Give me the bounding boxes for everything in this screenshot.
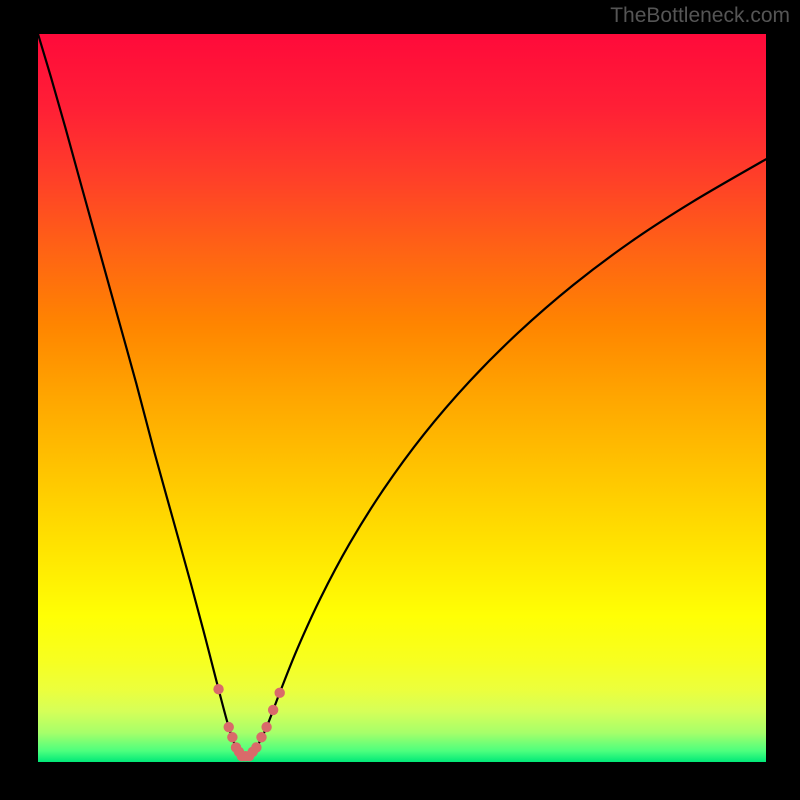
highlight-dot xyxy=(213,684,223,694)
highlight-dot xyxy=(227,732,237,742)
chart-stage: TheBottleneck.com xyxy=(0,0,800,800)
highlight-dot xyxy=(224,722,234,732)
highlight-dot xyxy=(274,688,284,698)
bottleneck-chart xyxy=(0,0,800,800)
plot-background xyxy=(38,34,766,762)
highlight-dot xyxy=(251,742,261,752)
highlight-dot xyxy=(256,732,266,742)
watermark-text: TheBottleneck.com xyxy=(610,4,790,28)
highlight-dot xyxy=(268,705,278,715)
highlight-dot xyxy=(261,722,271,732)
